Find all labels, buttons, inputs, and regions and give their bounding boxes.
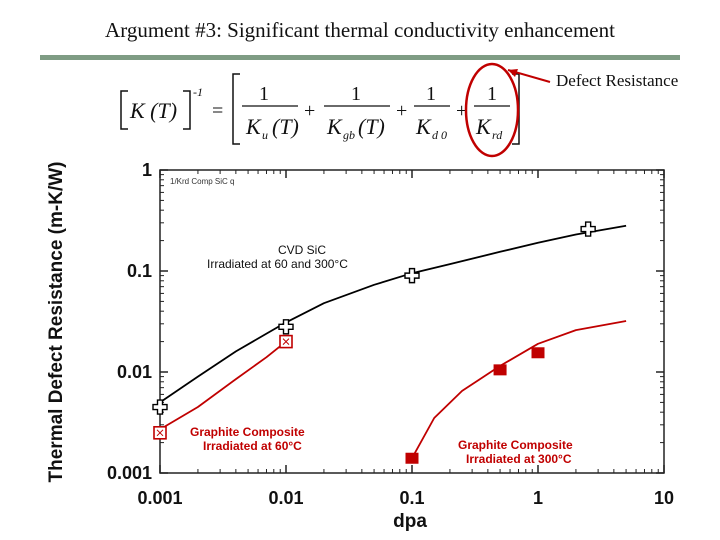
series-2-label: Graphite Composite (190, 425, 305, 439)
series-2-line (159, 340, 287, 431)
x-tick-label: 0.001 (137, 488, 182, 508)
denominator-3-main: K (415, 114, 432, 139)
series-3-label-2: Irradiated at 300°C (466, 452, 572, 466)
plot-frame (159, 169, 665, 474)
series-2-marker (153, 426, 167, 440)
series-1-marker (152, 399, 168, 415)
plus-2: + (396, 100, 407, 122)
denominator-4-main: K (475, 114, 492, 139)
series-2-marker (279, 334, 293, 349)
denominator-2-sub: gb (343, 128, 355, 142)
denominator-1-arg: (T) (272, 114, 299, 139)
denominator-2-main: K (326, 114, 343, 139)
cross-marker (580, 221, 596, 237)
denominator-2-arg: (T) (358, 114, 385, 139)
rhs-bracket-left (232, 73, 240, 145)
series-markers (152, 221, 596, 464)
series-3-marker (531, 347, 545, 359)
y-axis-label: Thermal Defect Resistance (m-K/W) (46, 162, 67, 483)
numerator-1: 1 (259, 83, 269, 105)
series-1-label-2: Irradiated at 60 and 300°C (207, 257, 348, 271)
filled-square-marker (405, 452, 419, 464)
denominator-4-sub: rd (492, 128, 503, 142)
filled-square-marker (493, 364, 507, 376)
numerator-2: 1 (351, 83, 361, 105)
y-tick-label: 0.01 (117, 362, 152, 382)
series-1-line (159, 224, 627, 404)
series-3-marker (405, 452, 419, 464)
y-ticks: 1 0.1 0.01 0.001 (107, 160, 664, 483)
numerator-4: 1 (487, 83, 497, 105)
title-divider (40, 55, 680, 60)
cross-marker (152, 399, 168, 415)
x-axis-label: dpa (393, 511, 427, 532)
plot-area: 1 0.1 0.01 0.001 0.001 0.01 0.1 1 10 (107, 160, 674, 508)
square-marker-inner (282, 338, 290, 345)
cross-marker (278, 319, 294, 335)
y-tick-label: 0.1 (127, 261, 152, 281)
denominator-1-main: K (245, 114, 262, 139)
equation: K (T) -1 = 1 K u (T) + 1 K gb (T) + 1 K … (120, 73, 520, 145)
inner-legend: 1/Krd Comp SiC q (170, 177, 234, 186)
lhs-exponent: -1 (193, 85, 203, 99)
series-1-label: CVD SiC (278, 243, 326, 257)
series-1-marker (404, 267, 420, 284)
series-2-label-2: Irradiated at 60°C (203, 439, 302, 453)
x-tick-label: 0.1 (399, 488, 424, 508)
series-1-marker (278, 319, 294, 335)
x-tick-label: 1 (533, 488, 543, 508)
denominator-1-sub: u (262, 128, 268, 142)
defect-term-highlight (464, 62, 520, 158)
lhs-bracket-right (183, 90, 191, 130)
series-3-label: Graphite Composite (458, 438, 573, 452)
plus-3: + (456, 100, 467, 122)
filled-square-marker (531, 347, 545, 359)
lhs-bracket-left (120, 90, 128, 130)
series-3-marker (493, 364, 507, 376)
square-marker-inner (156, 429, 164, 437)
lhs-term: K (T) (129, 98, 177, 123)
defect-resistance-label: Defect Resistance (556, 71, 679, 90)
equals-sign: = (212, 100, 223, 122)
y-tick-label: 1 (142, 160, 152, 180)
callout-arrow-head (508, 69, 518, 77)
plus-1: + (304, 100, 315, 122)
term-1: 1 K u (T) (242, 83, 299, 142)
x-ticks: 0.001 0.01 0.1 1 10 (137, 170, 674, 508)
x-tick-label: 0.01 (268, 488, 303, 508)
denominator-3-sub: d 0 (432, 128, 447, 142)
term-3: 1 K d 0 (414, 83, 450, 142)
cross-marker (404, 267, 420, 284)
slide-title: Argument #3: Significant thermal conduct… (105, 18, 615, 42)
term-2: 1 K gb (T) (324, 83, 390, 142)
series-1-marker (580, 221, 596, 237)
y-tick-label: 0.001 (107, 463, 152, 483)
numerator-3: 1 (426, 83, 436, 105)
term-4: 1 K rd (474, 83, 510, 142)
x-tick-label: 10 (654, 488, 674, 508)
